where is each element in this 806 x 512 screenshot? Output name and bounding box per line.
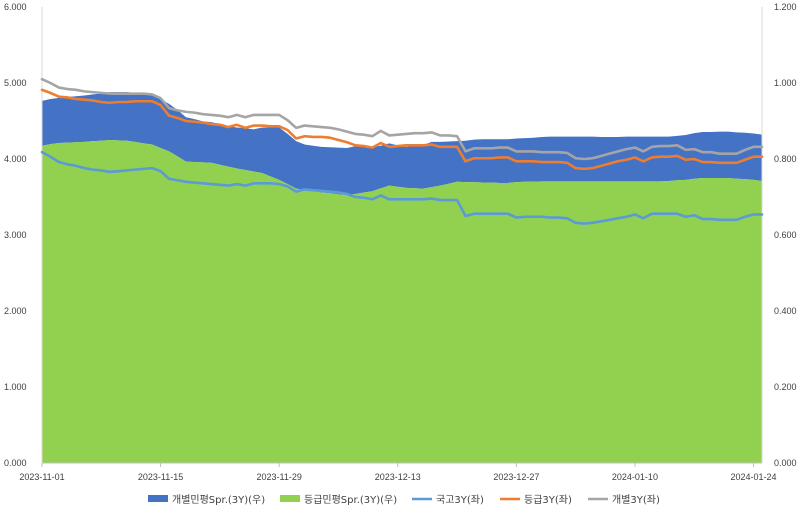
left-tick-label: 0.000 (4, 458, 27, 468)
right-tick-label: 0.000 (774, 458, 797, 468)
x-tick-label: 2024-01-24 (731, 472, 777, 482)
right-tick-label: 0.400 (774, 306, 797, 316)
legend: 개별민평Spr.(3Y)(우) 등급민평Spr.(3Y)(우) 국고3Y(좌) 등급3… (148, 494, 660, 506)
area-등급민평Spr.(3Y)(우) (42, 140, 762, 463)
left-tick-label: 1.000 (4, 382, 27, 392)
right-tick-label: 0.200 (774, 382, 797, 392)
x-tick-label: 2023-11-01 (19, 472, 64, 482)
left-axis-ticks: 0.000 1.000 2.000 3.000 4.000 5.000 6.000 (4, 2, 27, 468)
left-tick-label: 4.000 (4, 154, 27, 164)
axes (41, 7, 763, 464)
right-tick-label: 1.200 (774, 2, 797, 12)
x-axis-ticks: 2023-11-01 2023-11-15 2023-11-29 2023-12-13… (19, 463, 777, 482)
legend-swatch (280, 495, 300, 502)
legend-label: 개별3Y(좌) (612, 494, 660, 506)
line-개별3Y(좌) (40, 77, 764, 161)
line-등급3Y(좌) (40, 88, 764, 171)
x-tick-label: 2023-11-29 (256, 472, 301, 482)
x-tick-label: 2024-01-10 (612, 472, 658, 482)
legend-label: 등급3Y(좌) (524, 494, 572, 506)
plot-lines (40, 77, 764, 225)
legend-swatch (148, 495, 168, 502)
x-tick-label: 2023-11-15 (138, 472, 183, 482)
x-tick-label: 2023-12-13 (375, 472, 421, 482)
right-tick-label: 1.000 (774, 78, 797, 88)
right-tick-label: 0.800 (774, 154, 797, 164)
left-tick-label: 6.000 (4, 2, 27, 12)
left-tick-label: 5.000 (4, 78, 27, 88)
right-tick-label: 0.600 (774, 230, 797, 240)
legend-label: 등급민평Spr.(3Y)(우) (304, 494, 397, 506)
right-axis-ticks: 0.000 0.200 0.400 0.600 0.800 1.000 1.200 (774, 2, 797, 468)
legend-label: 국고3Y(좌) (436, 494, 484, 506)
left-tick-label: 2.000 (4, 306, 27, 316)
line-국고3Y(좌) (40, 150, 764, 225)
left-tick-label: 3.000 (4, 230, 27, 240)
legend-label: 개별민평Spr.(3Y)(우) (172, 494, 265, 506)
x-tick-label: 2023-12-27 (493, 472, 539, 482)
